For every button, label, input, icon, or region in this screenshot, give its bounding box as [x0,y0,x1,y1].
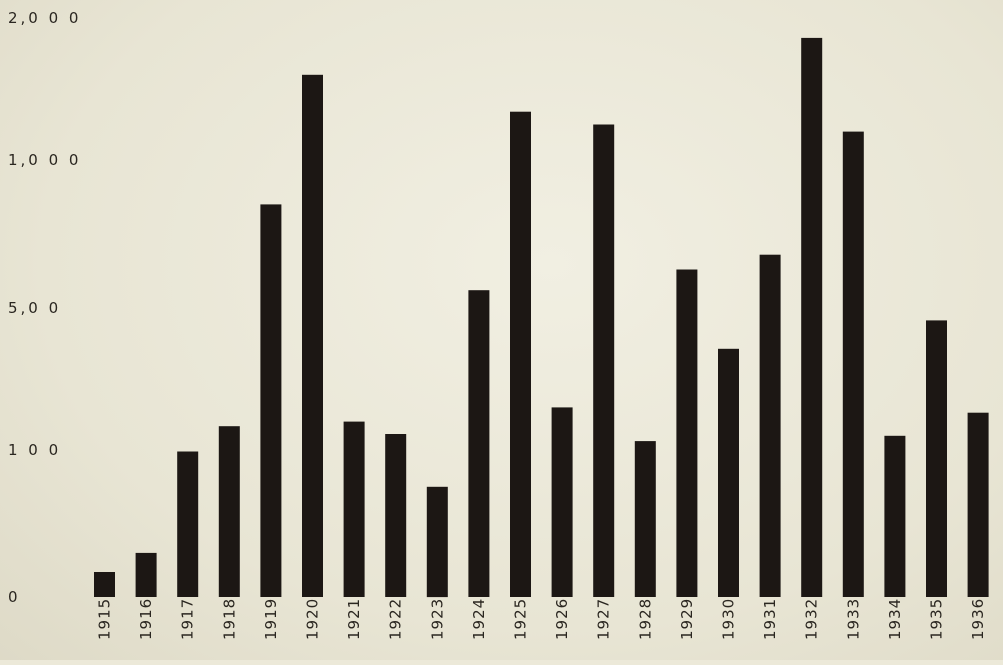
x-tick-label: 1931 [761,598,779,640]
x-tick-label: 1927 [595,598,613,640]
bar [510,111,531,597]
bar [177,451,199,597]
y-tick-label: 0 [8,588,21,606]
bar [967,412,989,597]
bar [385,434,407,597]
x-tick-label: 1915 [96,598,114,640]
x-tick-label: 1923 [428,598,446,640]
bar [260,204,282,597]
bar [426,486,448,598]
x-tick-label: 1920 [304,598,322,640]
x-tick-label: 1925 [512,598,530,640]
y-tick-label: 2,0 0 0 [8,9,81,27]
bar [94,572,115,597]
bars [94,37,989,598]
bar [759,254,781,597]
bar [468,290,490,597]
x-tick-label: 1918 [220,598,238,640]
bar [551,407,573,597]
x-tick-label: 1921 [345,598,363,640]
x-tick-label: 1922 [387,598,405,640]
bar [218,426,240,597]
bar [718,348,739,597]
x-tick-label: 1936 [969,598,987,640]
bar [135,552,157,597]
x-tick-label: 1935 [928,598,946,640]
x-tick-label: 1928 [636,598,654,640]
bar [634,441,656,597]
x-tick-label: 1934 [886,598,904,640]
x-tick-label: 1919 [262,598,280,640]
x-axis: 1915 1916 1917 1918 1919 1920 1921 1922 1923 1924… [96,598,988,640]
x-tick-label: 1926 [553,598,571,640]
x-tick-label: 1932 [803,598,821,640]
y-tick-label: 5,0 0 [8,299,61,317]
x-tick-label: 1924 [470,598,488,640]
bar [676,269,698,597]
bar [593,124,615,597]
x-tick-label: 1930 [720,598,738,640]
y-tick-label: 1,0 0 0 [8,151,81,169]
bar [343,421,365,597]
y-tick-label: 1 0 0 [8,441,61,459]
bar [302,74,323,598]
bar [926,320,947,597]
x-tick-label: 1916 [137,598,155,640]
bar [842,131,864,597]
x-tick-label: 1917 [179,598,197,640]
bar [801,37,823,597]
x-tick-label: 1929 [678,598,696,640]
y-axis: 0 1 0 0 5,0 0 1,0 0 0 2,0 0 0 [8,9,81,606]
bar [884,435,906,597]
x-tick-label: 1933 [844,598,862,640]
